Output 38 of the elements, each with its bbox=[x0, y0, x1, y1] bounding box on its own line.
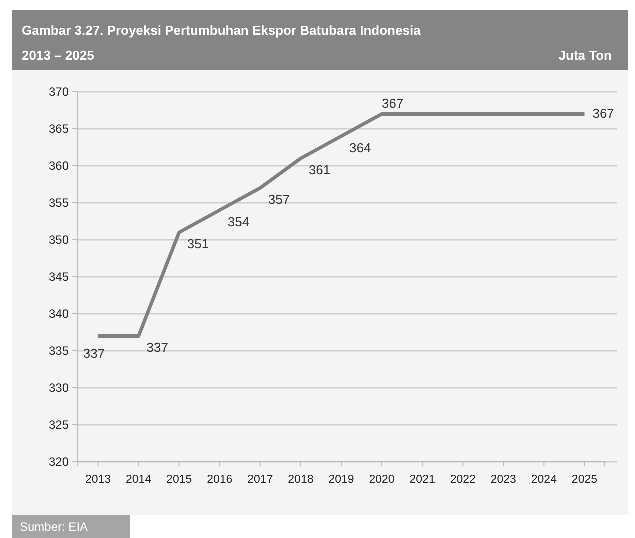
x-tick-label: 2018 bbox=[288, 474, 314, 486]
chart-subtitle: 2013 – 2025 bbox=[22, 48, 94, 63]
y-tick-label: 330 bbox=[48, 380, 70, 395]
x-tick-label: 2021 bbox=[410, 474, 436, 486]
x-tick-label: 2015 bbox=[166, 474, 192, 486]
data-label: 367 bbox=[592, 106, 614, 122]
y-tick-label: 350 bbox=[48, 232, 70, 247]
data-label: 361 bbox=[308, 162, 331, 178]
data-label: 354 bbox=[228, 214, 250, 230]
y-tick-label: 335 bbox=[48, 344, 70, 358]
text: Sumber: EIA bbox=[20, 520, 88, 534]
y-tick-label: 360 bbox=[48, 158, 70, 173]
data-label: 367 bbox=[382, 96, 404, 112]
data-label: 351 bbox=[187, 236, 210, 252]
data-label: 337 bbox=[146, 340, 169, 356]
x-tick-label: 2022 bbox=[450, 474, 476, 486]
x-tick-label: 2020 bbox=[369, 474, 395, 486]
y-tick-label: 320 bbox=[48, 454, 70, 469]
y-tick-label: 370 bbox=[48, 84, 70, 99]
data-label: 364 bbox=[350, 140, 372, 156]
y-tick-label: 340 bbox=[48, 306, 70, 321]
x-tick-label: 2024 bbox=[531, 474, 558, 486]
x-tick-label: 2019 bbox=[328, 474, 354, 486]
y-tick-label: 365 bbox=[48, 122, 70, 136]
x-tick-label: 2016 bbox=[207, 474, 233, 486]
data-label: 337 bbox=[83, 346, 106, 362]
y-axis-title: Juta Ton bbox=[558, 48, 612, 63]
x-tick-label: 2014 bbox=[126, 474, 152, 486]
x-tick-label: 2017 bbox=[248, 474, 274, 486]
line-series bbox=[96, 112, 586, 338]
chart-title: Gambar 3.27. Proyeksi Pertumbuhan Ekspor Batubara Indonesia bbox=[22, 23, 422, 38]
y-tick-label: 325 bbox=[48, 418, 70, 432]
x-tick-label: 2013 bbox=[85, 474, 112, 486]
x-tick-label: 2025 bbox=[572, 474, 598, 486]
data-label: 357 bbox=[268, 192, 290, 208]
y-tick-label: 345 bbox=[48, 270, 70, 284]
y-tick-label: 355 bbox=[48, 196, 70, 210]
x-tick-label: 2023 bbox=[490, 474, 516, 486]
